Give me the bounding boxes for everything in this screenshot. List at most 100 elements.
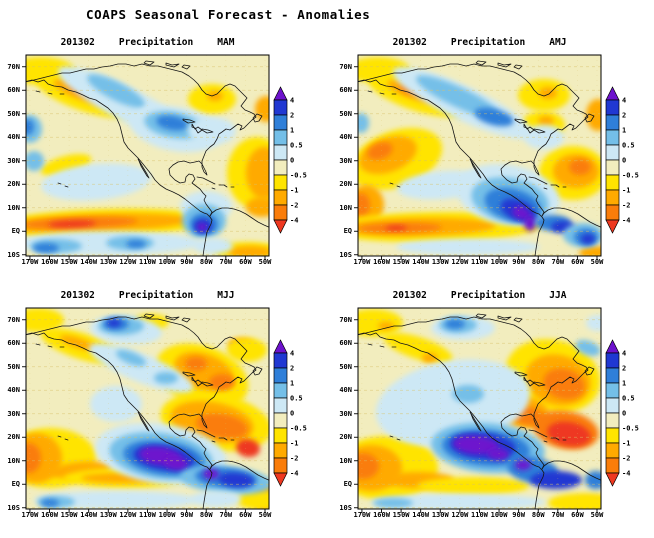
lat-tick-label: 60N (339, 339, 352, 348)
colorbar-label: 4 (622, 350, 626, 358)
lon-tick-label: 50W (590, 258, 604, 266)
coastline (252, 113, 263, 123)
lat-tick-label: EQ (11, 227, 20, 236)
anomaly-region (422, 353, 438, 363)
colorbar-label: -0.5 (290, 172, 307, 180)
lat-tick-label: 10S (7, 250, 20, 259)
lon-tick-label: 100W (158, 258, 176, 266)
coastline (469, 158, 482, 179)
coastline (57, 435, 69, 441)
panel-variable: Precipitation (450, 290, 526, 301)
lon-tick-label: 80W (531, 258, 545, 266)
colorbar-label: -4 (622, 217, 630, 225)
coastline (182, 371, 196, 377)
coastline (514, 371, 528, 377)
lon-tick-label: 120W (451, 258, 469, 266)
lat-tick-label: 10S (339, 250, 352, 259)
colorbar-label: 0 (290, 410, 294, 418)
colorbar-arrow-down (273, 472, 288, 487)
panel-variable: Precipitation (118, 37, 194, 48)
anomaly-region (197, 223, 207, 231)
coastline (513, 317, 523, 323)
anomaly-region (126, 240, 146, 248)
lon-tick-label: 100W (158, 511, 176, 519)
lon-tick-label: 110W (471, 511, 488, 519)
colorbar-label: 1 (290, 380, 294, 388)
anomaly-region (227, 338, 267, 362)
anomaly-region (581, 234, 595, 244)
anomaly-region (33, 243, 59, 253)
coastline (218, 437, 228, 441)
anomaly-region (385, 225, 407, 231)
coastline (35, 90, 65, 95)
lon-tick-label: 70W (219, 258, 233, 266)
coastline (523, 376, 535, 387)
anomaly-region (164, 455, 188, 471)
panel-amj: 201302 Precipitation AMJ 70N 60N 50N 40N 30N… (333, 35, 654, 285)
lon-tick-label: 120W (119, 511, 137, 519)
anomaly-region (40, 154, 92, 176)
coastline (209, 460, 269, 481)
anomaly-region (228, 246, 269, 256)
anomaly-region (358, 193, 370, 217)
colorbar-swatch (605, 367, 620, 384)
colorbar-swatch (273, 442, 288, 459)
coastline (182, 118, 196, 124)
coastline (26, 63, 257, 176)
anomaly-region (236, 438, 260, 458)
lat-tick-label: 20N (7, 180, 20, 189)
anomaly-region (191, 491, 241, 507)
colorbar-label: -1 (290, 440, 298, 448)
anomaly-map (22, 307, 270, 513)
map-border (357, 307, 602, 510)
anomaly-region (370, 494, 546, 509)
anomaly-region (255, 96, 269, 122)
coastline (500, 164, 545, 217)
coastline (367, 90, 397, 95)
lon-tick-label: 90W (180, 511, 193, 519)
coastline (137, 411, 150, 432)
colorbar-arrow-up (273, 86, 288, 101)
colorbar-label: 4 (290, 350, 294, 358)
colorbar-arrow-down (605, 472, 620, 487)
anomaly-region (585, 471, 601, 489)
colorbar-label: 0.5 (290, 395, 303, 403)
anomaly-region (41, 163, 151, 201)
lat-tick-label: 60N (7, 86, 20, 95)
colorbar-swatch (605, 397, 620, 414)
colorbar-swatch (605, 144, 620, 161)
lat-tick-label: 40N (339, 133, 352, 142)
anomaly-region (48, 220, 96, 228)
anomaly-region (416, 75, 500, 119)
lat-tick-label: 30N (7, 156, 20, 165)
lon-tick-label: 140W (80, 511, 98, 519)
lon-tick-label: 170W (353, 258, 371, 266)
lon-tick-label: 130W (99, 258, 117, 266)
anomaly-region (474, 107, 514, 127)
lon-tick-label: 150W (392, 511, 410, 519)
lon-tick-label: 60W (239, 258, 252, 266)
lat-axis: 70N 60N 50N 40N 30N 20N 10N EQ 10S (1, 308, 22, 512)
coastline (367, 343, 397, 348)
coastline (211, 187, 216, 190)
colorbar-swatch (273, 159, 288, 176)
colorbar-label: -2 (622, 455, 630, 463)
coastline (497, 62, 512, 68)
panel-variable: Precipitation (450, 37, 526, 48)
colorbar-swatch (605, 442, 620, 459)
coastline (143, 60, 155, 66)
coastline (201, 128, 214, 134)
coastline (209, 207, 269, 228)
anomaly-region (453, 435, 499, 455)
lat-axis: 70N 60N 50N 40N 30N 20N 10N EQ 10S (333, 55, 354, 259)
anomaly-region (515, 460, 531, 470)
anomaly-region (154, 372, 178, 384)
anomaly-region (34, 491, 198, 509)
colorbar-label: 0.5 (290, 142, 303, 150)
panel-season: MJJ (217, 290, 235, 301)
anomaly-region (203, 469, 219, 479)
lon-tick-label: 50W (590, 511, 604, 519)
lat-tick-label: EQ (343, 227, 352, 236)
anomaly-region (367, 142, 393, 160)
anomaly-region (358, 309, 403, 337)
